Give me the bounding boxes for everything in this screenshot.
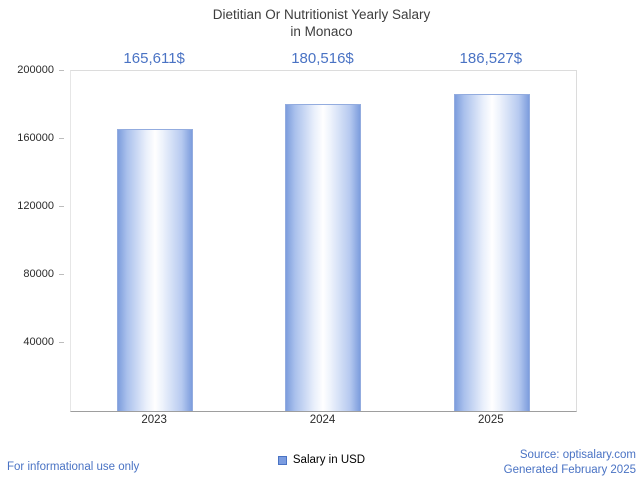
x-label-2025: 2025	[478, 414, 504, 426]
bar-slot-2024	[239, 71, 407, 411]
y-tick-mark	[59, 206, 64, 207]
bar-2023	[117, 129, 194, 411]
x-label-2023: 2023	[141, 414, 167, 426]
y-tick-mark	[59, 70, 64, 71]
chart-legend: Salary in USD	[0, 454, 643, 466]
source-line: Source: optisalary.com	[519, 449, 636, 461]
y-tick-mark	[59, 342, 64, 343]
y-tick-label-160000: 160000	[17, 132, 54, 144]
chart-title-line2: in Monaco	[290, 24, 353, 39]
bar-2025	[453, 93, 530, 411]
y-tick-label-120000: 120000	[17, 200, 54, 212]
chart-title-line1: Dietitian Or Nutritionist Yearly Salary	[212, 7, 431, 22]
chart-title: Dietitian Or Nutritionist Yearly Salary …	[0, 6, 643, 40]
y-tick-label-40000: 40000	[23, 336, 54, 348]
value-label-2025: 186,527$	[459, 50, 523, 67]
generated-line: Generated February 2025	[503, 464, 636, 476]
legend-swatch-icon	[277, 455, 287, 465]
y-tick-mark	[59, 138, 64, 139]
value-label-2023: 165,611$	[123, 50, 185, 67]
bar-slot-2025	[408, 71, 576, 411]
y-axis: 200000 160000 120000 80000 40000	[0, 64, 64, 410]
y-tick-label-80000: 80000	[23, 268, 54, 280]
plot-area	[70, 70, 577, 412]
bar-slot-2023	[71, 71, 239, 411]
disclaimer-text: For informational use only	[7, 461, 140, 473]
x-axis: 2023 2024 2025	[70, 414, 575, 430]
bar-2024	[285, 104, 362, 411]
y-tick-label-200000: 200000	[17, 64, 54, 76]
x-label-2024: 2024	[309, 414, 336, 426]
source-text: Source: optisalary.com Generated Februar…	[504, 448, 636, 478]
legend-label: Salary in USD	[292, 454, 366, 466]
value-label-2024: 180,516$	[291, 50, 354, 67]
y-tick-mark	[59, 274, 64, 275]
